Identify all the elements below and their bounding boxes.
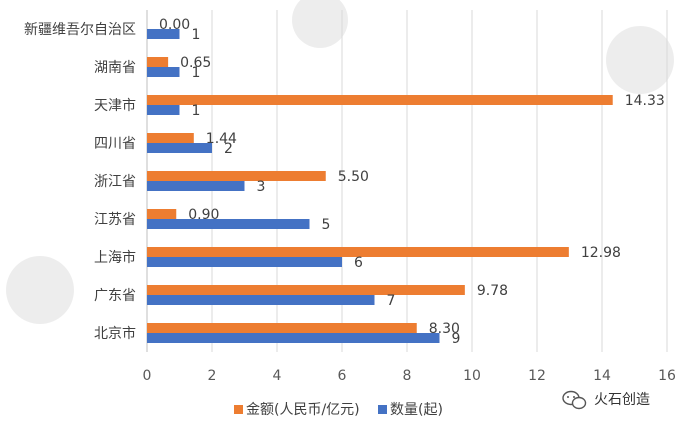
bar-count [147, 67, 180, 77]
bar-count [147, 181, 245, 191]
amount-data-label: 9.78 [477, 283, 508, 299]
bar-count [147, 295, 375, 305]
bar-amount [147, 209, 177, 219]
legend-label-amount: 金额(人民币/亿元) [246, 402, 360, 418]
amount-data-label: 8.30 [429, 321, 460, 337]
bar-count [147, 257, 342, 267]
bar-amount [147, 285, 465, 295]
x-tick-label: 2 [208, 368, 217, 384]
category-label: 北京市 [94, 325, 136, 342]
amount-data-label: 12.98 [581, 245, 621, 261]
count-data-label: 7 [387, 293, 396, 309]
x-tick-label: 16 [658, 368, 676, 384]
amount-data-label: 0.65 [180, 55, 211, 71]
count-data-label: 1 [192, 65, 201, 81]
count-data-label: 6 [354, 255, 363, 271]
x-tick-label: 10 [463, 368, 481, 384]
x-tick-label: 14 [593, 368, 611, 384]
count-data-label: 3 [257, 179, 266, 195]
category-label: 广东省 [94, 288, 136, 304]
count-data-label: 1 [192, 27, 201, 43]
bar-count [147, 29, 180, 39]
x-tick-label: 12 [528, 368, 546, 384]
bar-count [147, 333, 440, 343]
bar-amount [147, 133, 194, 143]
legend-swatch-amount [234, 405, 243, 414]
bar-amount [147, 95, 613, 105]
amount-data-label: 5.50 [338, 169, 369, 185]
bar-amount [147, 171, 326, 181]
count-data-label: 1 [192, 103, 201, 119]
bar-amount [147, 323, 417, 333]
amount-data-label: 14.33 [625, 93, 665, 109]
bar-amount [147, 57, 169, 67]
amount-data-label: 0.00 [159, 17, 190, 33]
amount-data-label: 1.44 [206, 131, 237, 147]
count-data-label: 9 [452, 331, 461, 347]
count-data-label: 5 [322, 217, 331, 233]
category-label: 江苏省 [94, 212, 136, 228]
legend-swatch-count [378, 405, 387, 414]
x-tick-label: 4 [273, 368, 282, 384]
bar-count [147, 219, 310, 229]
data-labels: 0.0010.65114.3311.4425.5030.90512.9869.7… [159, 17, 665, 347]
wechat-icon [562, 390, 587, 410]
x-tick-label: 6 [338, 368, 347, 384]
bar-count [147, 105, 180, 115]
count-data-label: 2 [224, 141, 233, 157]
category-label: 上海市 [94, 249, 136, 266]
legend: 金额(人民币/亿元) 数量(起) [234, 402, 443, 418]
legend-label-count: 数量(起) [390, 402, 443, 418]
bars [147, 29, 613, 343]
bar-count [147, 143, 212, 153]
watermark-brand: 火石创造 [562, 390, 650, 410]
value-axis: 0 2 4 6 8 10 12 14 16 [143, 368, 676, 384]
watermark-text: 火石创造 [594, 392, 650, 408]
category-label: 四川省 [94, 136, 136, 152]
category-label: 湖南省 [94, 60, 136, 76]
category-label: 浙江省 [94, 174, 136, 190]
category-label: 新疆维吾尔自治区 [24, 22, 136, 38]
watermark-logo [6, 0, 674, 324]
bar-amount [147, 247, 569, 257]
x-tick-label: 0 [143, 368, 152, 384]
category-label: 天津市 [94, 97, 136, 114]
amount-data-label: 0.90 [188, 207, 219, 223]
x-tick-label: 8 [403, 368, 412, 384]
